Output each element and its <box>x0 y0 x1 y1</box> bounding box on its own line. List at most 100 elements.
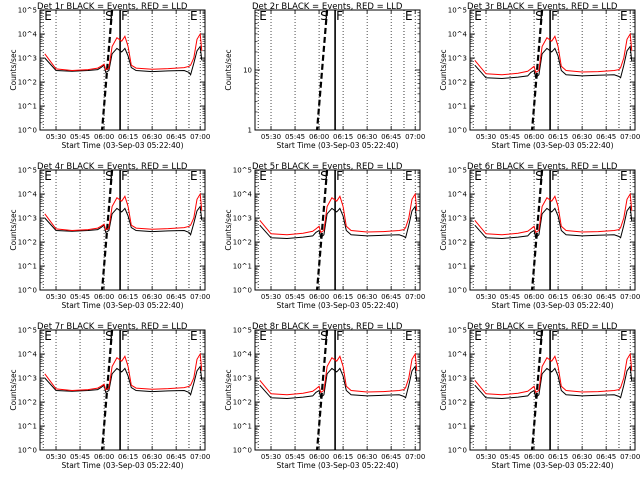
series-lld-line <box>44 352 203 392</box>
x-axis-label: Start Time (03-Sep-03 05:22:40) <box>62 141 184 150</box>
x-tick-label: 07:00 <box>620 293 640 301</box>
marker-e-3-label: E <box>405 329 413 343</box>
marker-f-2-label: F <box>121 169 128 183</box>
y-tick-label: 10^2 <box>233 399 252 407</box>
y-tick-label: 10^2 <box>18 239 37 247</box>
marker-s-1-line <box>530 329 544 451</box>
x-tick-label: 06:15 <box>118 293 138 301</box>
x-axis-label: Start Time (03-Sep-03 05:22:40) <box>277 141 399 150</box>
x-tick-label: 06:30 <box>572 133 592 141</box>
x-tick-label: 06:15 <box>118 133 138 141</box>
y-tick-label: 10^5 <box>18 327 37 335</box>
x-tick-label: 06:45 <box>166 453 186 461</box>
marker-f-2-label: F <box>121 329 128 343</box>
y-tick-label: 10^2 <box>448 239 467 247</box>
series-events-line <box>259 205 418 240</box>
y-tick-label: 10^0 <box>448 127 467 135</box>
y-tick-label: 10^3 <box>448 215 467 223</box>
y-tick-label: 10^5 <box>448 7 467 15</box>
series-lld-line <box>259 352 418 396</box>
x-tick-label: 06:15 <box>118 453 138 461</box>
x-axis-label: Start Time (03-Sep-03 05:22:40) <box>492 141 614 150</box>
plot-frame <box>254 329 421 451</box>
y-tick-label: 10^0 <box>18 287 37 295</box>
x-tick-label: 06:30 <box>357 293 377 301</box>
y-tick-label: 10^4 <box>18 31 38 39</box>
x-tick-label: 05:45 <box>285 133 305 141</box>
x-tick-label: 05:30 <box>476 293 496 301</box>
marker-e-3-label: E <box>190 169 198 183</box>
x-axis-label: Start Time (03-Sep-03 05:22:40) <box>277 301 399 310</box>
y-tick-label: 10^5 <box>233 327 252 335</box>
y-tick-label: 10^2 <box>448 79 467 87</box>
marker-s-1-label: S <box>535 169 543 183</box>
y-tick-label: 10^0 <box>448 287 467 295</box>
marker-e-3-label: E <box>405 9 413 23</box>
y-tick-label: 10^5 <box>448 167 467 175</box>
x-tick-label: 06:30 <box>142 293 162 301</box>
x-tick-label: 05:30 <box>261 293 281 301</box>
marker-e-3-label: E <box>620 329 628 343</box>
panel-det-9: Det 9r BLACK = Events, RED = LLD 05:30 05:… <box>439 322 640 470</box>
marker-s-1-line <box>315 9 329 131</box>
y-tick-label: 10^2 <box>18 399 37 407</box>
y-tick-label: 10^2 <box>18 79 37 87</box>
plot-frame <box>254 169 421 291</box>
series-events-line <box>474 205 633 240</box>
x-tick-label: 05:45 <box>500 293 520 301</box>
y-axis-label: Counts/sec <box>9 49 18 90</box>
x-tick-label: 06:00 <box>524 133 544 141</box>
marker-s-1-line <box>100 329 114 451</box>
y-tick-label: 10^0 <box>18 447 37 455</box>
panel-title: Det 7r BLACK = Events, RED = LLD <box>37 322 188 332</box>
x-tick-label: 06:00 <box>524 293 544 301</box>
x-tick-label: 07:00 <box>405 133 425 141</box>
marker-e-3-label: E <box>190 9 198 23</box>
y-tick-label: 10^0 <box>448 447 467 455</box>
panel-title: Det 4r BLACK = Events, RED = LLD <box>37 162 188 172</box>
y-tick-label: 10^1 <box>233 423 252 431</box>
plot-frame <box>469 329 636 451</box>
y-axis-label: Counts/sec <box>439 209 448 250</box>
x-tick-label: 05:30 <box>476 133 496 141</box>
plot-frame <box>469 169 636 291</box>
y-tick-label: 10^5 <box>233 167 252 175</box>
marker-f-2-label: F <box>336 9 343 23</box>
y-tick-label: 10^4 <box>448 191 468 199</box>
y-axis-label: Counts/sec <box>439 369 448 410</box>
y-tick-label: 10^1 <box>233 263 252 271</box>
marker-e-0-label: E <box>474 169 482 183</box>
marker-e-0-label: E <box>474 329 482 343</box>
marker-f-2-label: F <box>336 329 343 343</box>
series-events-line <box>44 205 203 236</box>
x-tick-label: 05:30 <box>476 453 496 461</box>
panel-title: Det 8r BLACK = Events, RED = LLD <box>252 322 403 332</box>
x-tick-label: 06:00 <box>94 453 114 461</box>
panel-det-5: Det 5r BLACK = Events, RED = LLD 05:30 05:… <box>224 162 425 310</box>
x-tick-label: 06:45 <box>166 293 186 301</box>
x-tick-label: 07:00 <box>405 293 425 301</box>
y-tick-label: 10^0 <box>233 447 252 455</box>
marker-s-1-line <box>530 169 544 291</box>
marker-s-1-label: S <box>105 9 113 23</box>
panel-det-1: Det 1r BLACK = Events, RED = LLD 05:30 05:… <box>9 2 210 150</box>
x-tick-label: 06:45 <box>381 293 401 301</box>
y-tick-label: 10^3 <box>233 375 252 383</box>
x-tick-label: 06:45 <box>596 293 616 301</box>
y-tick-label: 10^1 <box>18 103 37 111</box>
y-axis-label: Counts/sec <box>224 369 233 410</box>
marker-e-3-label: E <box>620 9 628 23</box>
marker-f-2-label: F <box>336 169 343 183</box>
y-tick-label: 10^4 <box>448 351 468 359</box>
x-tick-label: 05:30 <box>46 293 66 301</box>
series-lld-line <box>474 352 633 396</box>
panel-title: Det 2r BLACK = Events, RED = LLD <box>252 2 403 12</box>
plot-frame <box>254 9 421 131</box>
x-tick-label: 06:45 <box>596 133 616 141</box>
x-tick-label: 07:00 <box>620 133 640 141</box>
y-tick-label: 10^1 <box>448 423 467 431</box>
y-tick-label: 10^4 <box>18 191 38 199</box>
marker-e-0-label: E <box>259 169 267 183</box>
plot-frame <box>39 9 206 131</box>
